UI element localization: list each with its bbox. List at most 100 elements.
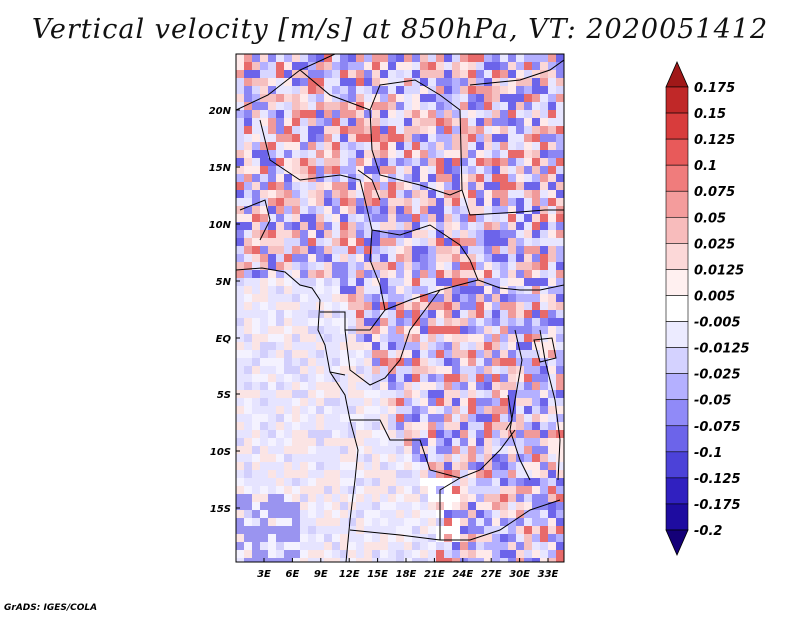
field-cell [396,190,404,198]
field-cell [260,70,268,78]
field-cell [396,342,404,350]
field-cell [412,350,420,358]
field-cell [388,54,396,62]
field-cell [484,198,492,206]
field-cell [540,142,548,150]
field-cell [412,398,420,406]
field-cell [468,462,476,470]
field-cell [404,102,412,110]
field-cell [284,422,292,430]
field-cell [468,422,476,430]
field-cell [300,190,308,198]
field-cell [244,62,252,70]
field-cell [340,510,348,518]
field-cell [396,198,404,206]
field-cell [508,134,516,142]
field-cell [276,462,284,470]
field-cell [484,230,492,238]
field-cell [308,142,316,150]
field-cell [364,230,372,238]
field-cell [276,422,284,430]
field-cell [364,286,372,294]
field-cell [516,270,524,278]
field-cell [492,462,500,470]
field-cell [348,238,356,246]
field-cell [300,342,308,350]
field-cell [332,518,340,526]
field-cell [292,510,300,518]
field-cell [364,86,372,94]
lon-label: 33E [538,569,559,580]
field-cell [388,414,396,422]
field-cell [340,214,348,222]
field-cell [516,342,524,350]
field-cell [420,550,428,558]
colorbar-swatch [665,164,689,192]
field-cell [524,430,532,438]
field-cell [524,422,532,430]
field-cell [444,558,452,562]
field-cell [236,414,244,422]
field-cell [452,374,460,382]
field-cell [300,230,308,238]
field-cell [348,254,356,262]
field-cell [436,302,444,310]
field-cell [484,206,492,214]
field-cell [460,78,468,86]
field-cell [452,366,460,374]
field-cell [452,110,460,118]
field-cell [316,94,324,102]
field-cell [292,110,300,118]
field-cell [468,270,476,278]
field-cell [548,126,556,134]
field-cell [556,278,564,286]
field-cell [420,222,428,230]
field-cell [252,190,260,198]
field-cell [276,478,284,486]
field-cell [516,102,524,110]
field-cell [260,310,268,318]
field-cell [284,430,292,438]
field-cell [476,382,484,390]
field-cell [508,446,516,454]
field-cell [556,414,564,422]
field-cell [372,550,380,558]
field-cell [532,454,540,462]
field-cell [268,342,276,350]
field-cell [524,190,532,198]
field-cell [556,302,564,310]
field-cell [396,102,404,110]
field-cell [244,342,252,350]
field-cell [524,294,532,302]
field-cell [556,294,564,302]
field-cell [484,414,492,422]
field-cell [476,294,484,302]
field-cell [356,542,364,550]
colorbar-swatch [665,86,689,114]
field-cell [508,62,516,70]
field-cell [244,358,252,366]
field-cell [396,446,404,454]
field-cell [420,526,428,534]
field-cell [476,398,484,406]
colorbar-label: -0.125 [694,472,741,487]
field-cell [300,262,308,270]
field-cell [532,558,540,562]
field-cell [540,158,548,166]
lon-label: 12E [339,569,360,580]
field-cell [396,438,404,446]
field-cell [348,206,356,214]
field-cell [332,454,340,462]
field-cell [468,430,476,438]
field-cell [468,534,476,542]
field-cell [348,102,356,110]
field-cell [556,502,564,510]
field-cell [372,446,380,454]
field-cell [244,142,252,150]
field-cell [508,142,516,150]
field-cell [548,150,556,158]
field-cell [444,78,452,86]
field-cell [260,94,268,102]
field-cell [372,486,380,494]
field-cell [236,302,244,310]
